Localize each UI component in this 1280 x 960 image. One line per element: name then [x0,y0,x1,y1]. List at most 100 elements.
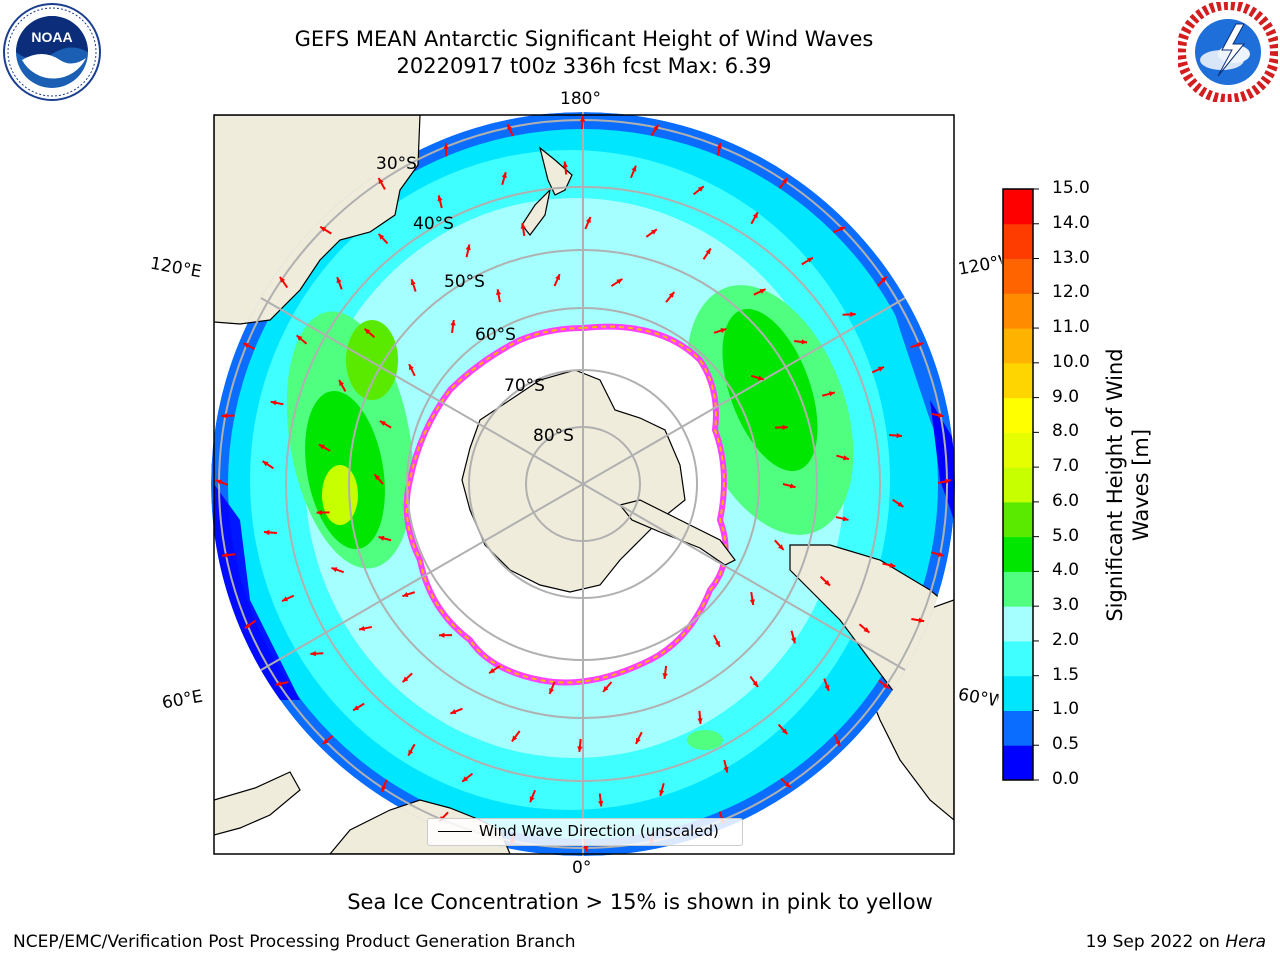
arrow-head [749,599,755,605]
lat-label-40s: 40°S [413,214,454,234]
arrow-head [322,738,329,745]
arrow-head [562,161,568,168]
arrow-head [653,124,659,131]
colorbar-swatch [1003,710,1033,746]
arrow-head [450,709,457,714]
colorbar-tick-label: 4.0 [1052,560,1080,581]
arrow-head [790,637,797,644]
new-zealand-land [538,146,573,196]
lat-label-30s: 30°S [376,154,417,174]
arrow-head [244,623,251,629]
arrow-head [279,276,286,283]
arrow-head [889,562,896,568]
arrow-head [715,640,720,647]
arrow-head [585,217,591,224]
arrow-head [339,380,345,387]
colorbar-tick-label: 13.0 [1052,247,1090,268]
arrow-head [603,686,609,692]
arrow-head [842,516,849,522]
colorbar-tick-label: 12.0 [1052,282,1090,303]
arrow-head [778,544,784,550]
arrow-head [378,535,385,541]
arrow-head [723,766,729,773]
lat-label-70s: 70°S [504,376,545,396]
arrow-head [310,651,316,657]
footer-branch: NCEP/EMC/Verification Post Processing Pr… [13,932,576,952]
colorbar-tick-label: 3.0 [1052,595,1080,616]
colorbar-tick-label: 2.0 [1052,629,1080,650]
arrow-head [437,195,443,202]
arrow-head [781,728,788,735]
arrow-head [918,617,925,623]
arrow-head [318,444,325,450]
colorbar-swatch [1003,675,1033,711]
colorbar-swatch [1003,293,1033,329]
colorbar-tick-label: 0.0 [1052,769,1080,789]
arrow-head [263,529,270,536]
arrow-head [806,257,813,263]
colorbar-swatch [1003,328,1033,364]
lon-label-180: 180° [560,89,601,109]
meridian-60e-120w [260,297,906,671]
arrow-head [850,311,856,317]
arrow-head [789,483,796,489]
chart-title: GEFS MEAN Antarctic Significant Height o… [294,27,874,51]
arrow-head [659,789,665,796]
colorbar-swatch [1003,223,1033,260]
footer-host: Hera [1225,932,1266,952]
arrow-head [705,248,711,255]
lat-label-60s: 60°S [475,325,516,345]
legend-label: Wind Wave Direction (unscaled) [479,822,719,840]
colorbar-swatch [1003,467,1033,503]
arrow-head [697,186,704,192]
arrow-head [316,509,323,516]
antarctica-land [461,369,686,593]
colorbar-swatch [1003,501,1033,538]
arrow-head [782,424,788,430]
colorbar-swatch [1003,189,1033,225]
graticule [218,112,948,856]
arrow-head [443,143,449,149]
arrow-head [331,567,338,573]
arrow-head [598,800,604,807]
arrow-head [662,673,668,679]
arrow-head [697,718,703,724]
colorbar-tick-label: 1.0 [1052,699,1080,720]
arrow-head [716,142,722,149]
colorbar-tick-label: 0.5 [1052,734,1080,755]
map-frame [213,114,955,855]
colorbar-tick-label: 15.0 [1052,178,1090,198]
arrow-head [409,364,414,371]
arrow-head [752,212,758,219]
arrow-head [410,279,416,286]
arrow-head [801,339,808,345]
arrow-head [883,683,889,689]
arrow-head [243,343,250,348]
wind-wave-arrows [215,115,951,852]
footer-date-text: 19 Sep 2022 on [1085,932,1226,952]
colorbar-title-line1: Significant Height of Wind [1103,348,1127,622]
colorbar-tick-label: 7.0 [1052,456,1080,477]
arrow-head [450,319,456,326]
colorbar-tick-label: 1.5 [1052,664,1080,685]
colorbar-tick-label: 14.0 [1052,212,1090,233]
arrow-head [752,681,758,687]
arrow-head [863,627,870,633]
sea-ice-caption: Sea Ice Concentration > 15% is shown in … [347,890,933,914]
arrow-head [580,116,586,122]
colorbar-tick-label: 9.0 [1052,386,1080,407]
colorbar-tick-label: 10.0 [1052,351,1090,372]
arrow-head [839,226,846,232]
arrow-head [650,229,657,235]
arrow-head [507,124,513,131]
arrow-head [462,776,469,782]
arrow-head [270,400,277,406]
svg-text:NOAA: NOAA [31,29,72,45]
arrow-head [465,244,471,251]
arrow-head [359,625,365,632]
colorbar-swatch [1003,745,1033,781]
arrow-head [275,681,282,687]
arrow-head [353,705,360,711]
arrow-head [222,552,228,558]
